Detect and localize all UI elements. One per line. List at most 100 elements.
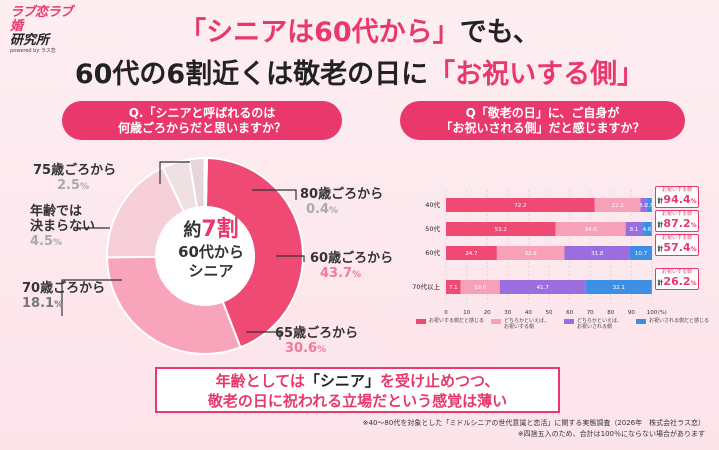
bar-value-label: 19.0 — [474, 285, 487, 291]
pie-label-65-unit: % — [317, 345, 327, 355]
pie-label-free-unit: % — [53, 238, 63, 248]
bar-segment — [446, 246, 497, 260]
legend-text: どちらかといえば、 お祝いされる側 — [577, 318, 623, 330]
pie-label-65-name: 65歳ごろから — [275, 326, 359, 341]
bar-value-label: 3.0 — [639, 203, 648, 209]
logo-line1: ラブ恋ラブ婚 — [10, 5, 73, 34]
pie-slice — [105, 255, 242, 355]
bar-value-label: 72.2 — [514, 203, 526, 209]
x-tick-label: 40 — [525, 310, 532, 316]
pie-label-75-name: 75歳ごろから — [33, 163, 117, 178]
bar-value-label: 8.1 — [630, 227, 639, 233]
bar-value-label: 32.1 — [613, 285, 625, 291]
bar-segment — [446, 280, 461, 294]
legend-swatch — [416, 319, 426, 324]
question-1-line2: 何歳ごろからだと思いますか？ — [117, 121, 286, 135]
x-tick-label: 100 — [647, 310, 658, 316]
pie-label-free-value: 4.5 — [30, 234, 54, 249]
summary-line2: 敬老の日に祝われる立場だという感覚は薄い — [207, 392, 508, 410]
pie-label-65: 65歳ごろから 30.6% — [275, 326, 358, 358]
headline-line1-pink: 「シニアは60代から」 — [179, 17, 460, 48]
total-badge: お祝いする側 計26.2% — [655, 268, 699, 290]
bar-segment — [460, 280, 500, 294]
total-badge-value: 計94.4% — [657, 193, 697, 206]
bar-value-label: 32.8 — [525, 251, 538, 257]
pie-label-80-unit: % — [329, 206, 339, 216]
legend-swatch — [564, 319, 574, 324]
x-tick-label: 20 — [484, 310, 491, 316]
total-badge-label: お祝いする側 — [661, 211, 692, 217]
legend-swatch — [636, 319, 646, 324]
legend-item: どちらかといえば、 お祝いする側 — [491, 318, 549, 330]
bar-segment — [496, 246, 565, 260]
legend-swatch — [491, 319, 501, 324]
footnotes: ※40〜80代を対象とした「ミドルシニアの世代意識と恋活」に関する実態調査（20… — [363, 418, 705, 440]
pie-label-free-name2: 決まらない — [30, 219, 96, 234]
y-category-label: 50代 — [425, 224, 440, 233]
pie-label-75: 75歳ごろから 2.5% — [33, 163, 116, 195]
total-badge-label: お祝いする側 — [661, 269, 692, 275]
pie-label-free: 年齢では 決まらない 4.5% — [30, 204, 95, 251]
bar-segment — [446, 198, 595, 212]
legend-item: どちらかといえば、 お祝いされる側 — [564, 318, 622, 330]
pie-label-free-name1: 年齢では — [30, 204, 83, 219]
donut-chart — [61, 156, 305, 355]
pie-label-80-value: 0.4 — [306, 202, 330, 217]
bar-value-label: 34.0 — [584, 227, 597, 233]
x-tick-label: 60 — [566, 310, 573, 316]
bar-value-label: 31.8 — [591, 251, 604, 257]
legend-item: お祝いする側だと感じる — [416, 318, 484, 324]
question-1: Q.「シニアと呼ばれるのは 何歳ごろからだと思いますか？ — [62, 101, 342, 140]
legend-text: お祝いする側だと感じる — [429, 318, 485, 324]
pie-label-80: 80歳ごろから 0.4% — [300, 187, 383, 219]
pie-center-num: 7割 — [201, 217, 239, 242]
pie-center-text: 約7割 60代から シニア — [162, 218, 260, 281]
headline-line2-dark: 60代の6割近くは敬老の日に — [74, 59, 429, 90]
legend-text: お祝いされる側だと感じる — [649, 318, 710, 324]
pie-label-60-name: 60歳ごろから — [310, 251, 394, 266]
headline-line1-dark: でも、 — [459, 17, 540, 48]
pie-label-70-name: 70歳ごろから — [22, 281, 106, 296]
total-badge-value: 計87.2% — [657, 217, 697, 230]
bar-value-label: 41.7 — [537, 285, 550, 291]
pie-leader-line — [252, 189, 297, 200]
bar-value-label: 10.7 — [635, 251, 648, 257]
y-category-label: 40代 — [425, 200, 440, 209]
x-tick-label: 50 — [546, 310, 553, 316]
total-badge-label: お祝いする側 — [661, 187, 692, 193]
pie-label-75-unit: % — [80, 182, 90, 192]
bar-segment — [642, 222, 652, 236]
legend-text: どちらかといえば、 お祝いする側 — [504, 318, 550, 330]
pie-slice — [204, 156, 304, 349]
bar-segment — [646, 198, 652, 212]
x-tick-label: 10 — [463, 310, 470, 316]
summary-box: 年齢としては「シニア」を受け止めつつ、 敬老の日に祝われる立場だという感覚は薄い — [155, 367, 560, 413]
bar-value-label: 53.2 — [495, 227, 507, 233]
stacked-bar-chart: 40代 72.2 22.2 3.02.5 50代 53.2 34.0 8.1 4.6 60代 24.… — [412, 190, 667, 316]
legend-item: お祝いされる側だと感じる — [636, 318, 709, 324]
total-badge-value: 計26.2% — [657, 275, 697, 288]
total-badge-label: お祝いする側 — [661, 235, 692, 241]
summary-line1-c: を受け止めつつ、 — [379, 372, 500, 390]
x-tick-label: 70 — [587, 310, 594, 316]
x-tick-label: 30 — [504, 310, 511, 316]
logo-line2: 研究所 — [10, 33, 50, 48]
summary-line1-b: 「シニア」 — [304, 372, 380, 390]
headline-line1: 「シニアは60代から」でも、 — [0, 10, 719, 49]
pie-label-80-name: 80歳ごろから — [300, 187, 384, 202]
headline-line2-pink: 「お祝いする側」 — [428, 59, 645, 90]
total-badge: お祝いする側 計57.4% — [655, 234, 699, 256]
bar-value-label: 22.2 — [611, 203, 623, 209]
y-category-label: 70代以上 — [412, 282, 440, 291]
question-2-line2: 「お祝いされる側」だと感じますか？ — [440, 121, 645, 135]
logo-sub: powered by ラス恋 — [10, 48, 56, 54]
bar-segment — [629, 246, 652, 260]
pie-label-60-unit: % — [352, 270, 362, 280]
bar-value-label: 24.7 — [465, 251, 478, 257]
question-1-line1: Q.「シニアと呼ばれるのは — [128, 106, 276, 120]
footnote-1: ※40〜80代を対象とした「ミドルシニアの世代意識と恋活」に関する実態調査（20… — [362, 419, 705, 427]
bar-value-label: 7.1 — [449, 285, 458, 291]
logo: ラブ恋ラブ婚 研究所 powered by ラス恋 — [10, 6, 80, 55]
x-tick-label: 80 — [607, 310, 614, 316]
bar-segment — [564, 246, 630, 260]
